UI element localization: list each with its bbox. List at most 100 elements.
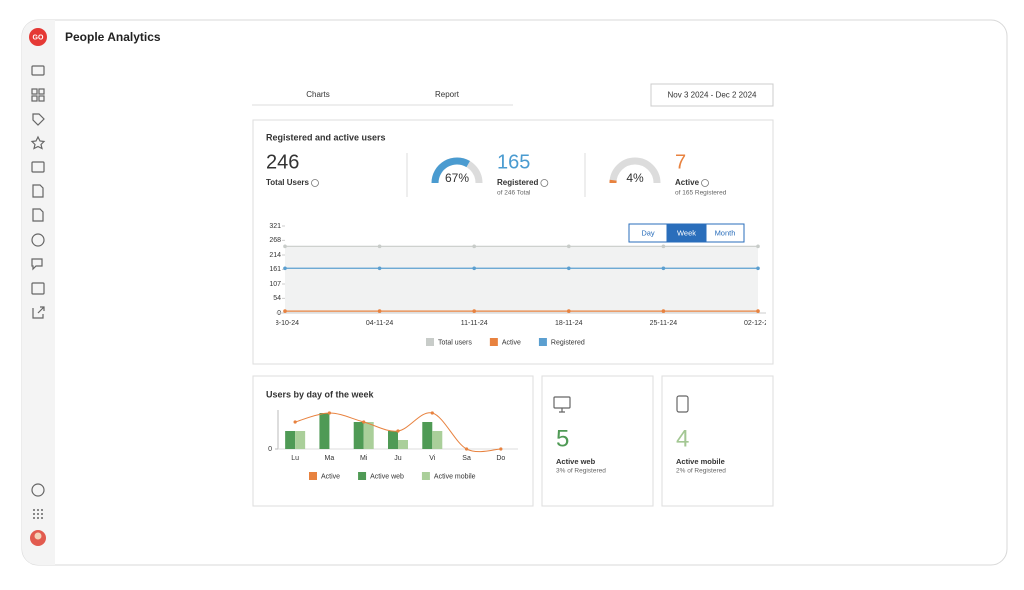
point xyxy=(472,266,477,271)
gauge-label: 67% xyxy=(445,171,469,185)
stat-label: Active xyxy=(675,178,700,187)
x-tick-label: 02-12-24 xyxy=(744,320,772,327)
y-tick-label: 268 xyxy=(269,237,281,244)
card-label: Active mobile xyxy=(676,457,725,466)
x-tick-label: 25-11-24 xyxy=(650,320,678,327)
point xyxy=(661,266,666,271)
toggle-button[interactable] xyxy=(705,223,745,243)
card-note: 3% of Registered xyxy=(556,468,606,475)
y-tick-label: 54 xyxy=(273,295,281,302)
nav-icon[interactable] xyxy=(31,161,45,173)
card xyxy=(661,375,774,507)
nav-icon[interactable] xyxy=(31,282,45,295)
point xyxy=(464,447,469,451)
tablet-icon xyxy=(676,395,689,413)
y-tick-label: 321 xyxy=(269,223,281,230)
point xyxy=(396,429,400,433)
sidebar-icons xyxy=(30,65,46,497)
area xyxy=(285,246,758,313)
nav-icon[interactable] xyxy=(32,306,45,319)
point xyxy=(472,309,477,313)
tab[interactable]: Report xyxy=(435,90,460,99)
bar xyxy=(398,440,408,449)
card xyxy=(541,375,654,507)
help-icon xyxy=(540,179,549,187)
logo-text: GO xyxy=(33,34,44,41)
sidebar xyxy=(22,20,55,565)
nav-icon[interactable] xyxy=(32,208,44,222)
point xyxy=(283,266,287,271)
legend-swatch xyxy=(489,338,498,346)
nav-icon[interactable] xyxy=(30,135,46,150)
point xyxy=(661,309,666,313)
apps-icon[interactable] xyxy=(33,509,43,519)
point xyxy=(293,420,297,424)
bar xyxy=(353,422,364,449)
legend-label: Registered xyxy=(551,339,585,346)
x-tick-label: Vi xyxy=(429,455,436,462)
legend-swatch xyxy=(426,338,434,346)
x-tick-label: Do xyxy=(496,455,505,462)
nav-icon[interactable] xyxy=(31,233,45,247)
point xyxy=(499,447,503,451)
stat-label: Total Users xyxy=(266,178,310,187)
legend-label: Active mobile xyxy=(434,473,476,480)
card-note: 2% of Registered xyxy=(676,468,726,475)
date-picker[interactable] xyxy=(650,83,774,107)
nav-icon[interactable] xyxy=(31,258,43,271)
legend-swatch xyxy=(309,472,317,480)
point xyxy=(377,266,382,271)
y-tick-label: 107 xyxy=(269,281,281,288)
nav-icon[interactable] xyxy=(32,184,44,198)
nav-icon[interactable] xyxy=(31,65,45,76)
stat-note: of 165 Registered xyxy=(675,190,727,197)
point xyxy=(377,309,382,313)
logo[interactable] xyxy=(29,28,47,46)
point xyxy=(377,244,382,249)
x-tick-label: 11-11-24 xyxy=(461,320,488,327)
stat-value: 7 xyxy=(675,151,686,173)
stat-label: Registered xyxy=(497,178,538,187)
plot: 28-10-24 04-11-24 11-11-24 18-11-24 25-11-24… xyxy=(276,244,772,327)
legend-swatch xyxy=(421,472,430,480)
toggle-label: Week xyxy=(677,228,696,237)
x-tick-label: Sa xyxy=(462,455,471,462)
card-label: Active web xyxy=(556,457,596,466)
legend-swatch xyxy=(358,472,367,480)
point xyxy=(327,411,332,415)
point xyxy=(756,266,760,271)
monitor-stand xyxy=(559,408,565,413)
point xyxy=(472,244,477,249)
bar xyxy=(295,431,306,449)
gauge-value xyxy=(431,157,470,184)
tab[interactable]: Charts xyxy=(306,90,330,99)
y-tick-label: 0 xyxy=(268,446,272,453)
help-icon[interactable] xyxy=(31,483,45,497)
avatar-face xyxy=(34,532,42,540)
point xyxy=(567,244,571,249)
legend-label: Active xyxy=(502,339,521,346)
card-title: Registered and active users xyxy=(266,132,386,142)
card-title: Users by day of the week xyxy=(266,389,375,399)
bar xyxy=(285,431,296,449)
gauge-label: 4% xyxy=(626,171,644,185)
x-tick-label: Mi xyxy=(360,455,368,462)
stat-value: 246 xyxy=(266,151,299,173)
card-value: 5 xyxy=(556,425,569,452)
bar xyxy=(388,431,398,449)
gauge-track xyxy=(609,157,661,184)
point xyxy=(567,309,571,313)
stat-value: 165 xyxy=(497,151,530,173)
toggle-label: Month xyxy=(715,228,736,237)
point xyxy=(567,266,571,271)
y-tick-label: 214 xyxy=(269,252,281,259)
date-range: Nov 3 2024 - Dec 2 2024 xyxy=(668,91,757,100)
bar xyxy=(319,413,330,449)
point xyxy=(756,244,760,249)
nav-icon[interactable] xyxy=(32,113,45,126)
point xyxy=(283,309,287,313)
point xyxy=(283,244,287,249)
x-tick-label: Ju xyxy=(394,455,402,462)
nav-icon[interactable] xyxy=(31,88,45,102)
